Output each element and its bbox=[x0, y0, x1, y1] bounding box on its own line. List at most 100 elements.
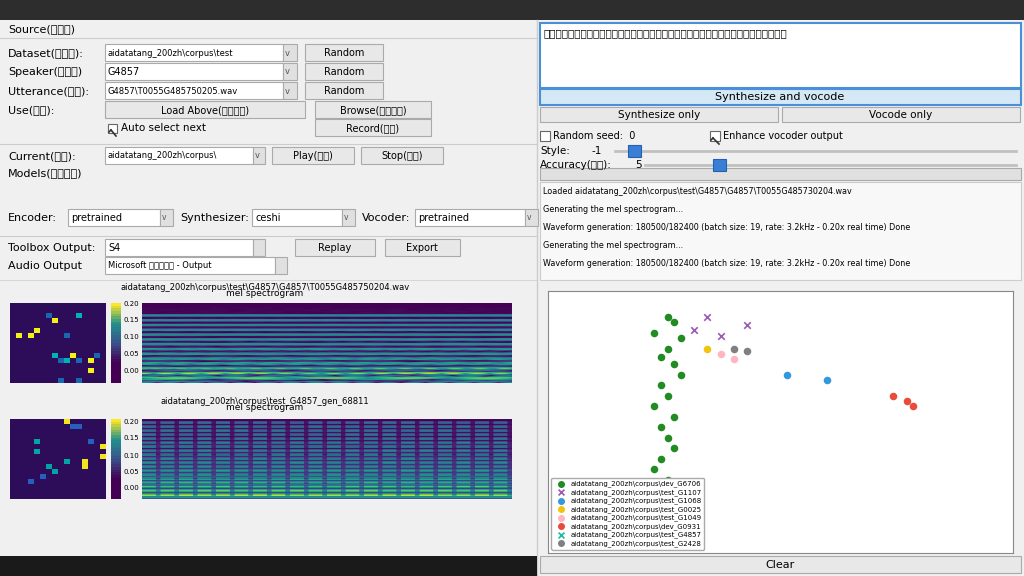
Bar bbox=[111, 377, 121, 380]
Text: aidatatang_200zh\corpus\test_G4857_gen_68811: aidatatang_200zh\corpus\test_G4857_gen_6… bbox=[161, 396, 370, 406]
aidatatang_200zh\corpus\dev_G6706 bbox=[646, 511, 663, 521]
Bar bbox=[68, 209, 160, 226]
aidatatang_200zh\corpus\dev_G6706 bbox=[646, 401, 663, 411]
aidatatang_200zh\corpus\test_G4857 bbox=[633, 509, 649, 518]
Text: 0.00: 0.00 bbox=[123, 485, 138, 491]
Bar bbox=[105, 257, 275, 274]
aidatatang_200zh\corpus\dev_G6706 bbox=[652, 381, 669, 390]
aidatatang_200zh\corpus\dev_G0931 bbox=[898, 396, 914, 406]
aidatatang_200zh\corpus\dev_G6706 bbox=[666, 318, 682, 327]
Bar bbox=[111, 483, 121, 486]
Bar bbox=[111, 367, 121, 370]
Text: Microsoft 声音映射器 - Output: Microsoft 声音映射器 - Output bbox=[108, 262, 212, 271]
Text: embedding: embedding bbox=[25, 323, 80, 333]
Text: G4857\T0055G485750205.wav: G4857\T0055G485750205.wav bbox=[108, 86, 239, 96]
Text: Dataset(数据集):: Dataset(数据集): bbox=[8, 48, 84, 58]
Text: Synthesize and vocode: Synthesize and vocode bbox=[716, 92, 845, 102]
Bar bbox=[111, 443, 121, 446]
aidatatang_200zh\corpus\test_G1049 bbox=[726, 354, 742, 363]
Bar bbox=[111, 356, 121, 359]
Bar bbox=[111, 419, 121, 422]
aidatatang_200zh\corpus\test_G1068 bbox=[779, 370, 796, 380]
Text: Audio Output: Audio Output bbox=[8, 261, 82, 271]
Text: Random: Random bbox=[324, 86, 365, 96]
Bar bbox=[305, 63, 383, 80]
Text: Speaker(说话者): Speaker(说话者) bbox=[8, 67, 82, 77]
Bar bbox=[111, 427, 121, 430]
Bar bbox=[253, 147, 265, 164]
Bar bbox=[111, 475, 121, 478]
Bar bbox=[275, 257, 287, 274]
Bar bbox=[111, 437, 121, 440]
Bar bbox=[111, 445, 121, 448]
Text: Clear: Clear bbox=[765, 559, 795, 570]
Bar bbox=[305, 44, 383, 61]
Text: aidatatang_200zh\corpus\test: aidatatang_200zh\corpus\test bbox=[108, 48, 233, 58]
Bar bbox=[111, 346, 121, 348]
Text: mel spectrogram: mel spectrogram bbox=[226, 404, 304, 412]
Bar bbox=[525, 209, 538, 226]
Bar bbox=[111, 321, 121, 324]
Bar bbox=[111, 340, 121, 343]
Text: Utterance(音频):: Utterance(音频): bbox=[8, 86, 89, 96]
aidatatang_200zh\corpus\dev_G6706 bbox=[659, 475, 676, 484]
Bar bbox=[111, 364, 121, 367]
aidatatang_200zh\corpus\test_G1107 bbox=[739, 320, 756, 329]
Text: v: v bbox=[285, 67, 290, 77]
Text: Vocode only: Vocode only bbox=[869, 109, 933, 119]
Bar bbox=[105, 147, 253, 164]
Bar bbox=[782, 107, 1020, 122]
Bar bbox=[111, 424, 121, 427]
aidatatang_200zh\corpus\dev_G6706 bbox=[652, 352, 669, 361]
Text: Accuracy(精度):: Accuracy(精度): bbox=[540, 160, 612, 170]
aidatatang_200zh\corpus\dev_G6706 bbox=[646, 535, 663, 544]
Text: v: v bbox=[162, 214, 167, 222]
Text: Replay: Replay bbox=[318, 243, 351, 253]
aidatatang_200zh\corpus\dev_G6706 bbox=[659, 344, 676, 353]
Text: Export: Export bbox=[407, 243, 438, 253]
Text: Browse(打开本地): Browse(打开本地) bbox=[340, 105, 407, 115]
Bar bbox=[111, 380, 121, 383]
aidatatang_200zh\corpus\test_G4857 bbox=[686, 535, 702, 544]
Bar bbox=[540, 23, 1021, 88]
Text: Vocoder:: Vocoder: bbox=[362, 213, 411, 223]
Bar bbox=[111, 369, 121, 372]
Text: v: v bbox=[255, 151, 260, 161]
aidatatang_200zh\corpus\test_G4857 bbox=[652, 517, 669, 526]
Text: ceshi: ceshi bbox=[255, 213, 281, 223]
aidatatang_200zh\corpus\dev_G6706 bbox=[646, 328, 663, 338]
Bar bbox=[540, 182, 1021, 280]
Text: mel spectrogram: mel spectrogram bbox=[226, 290, 304, 298]
Bar bbox=[111, 319, 121, 321]
Text: Waveform generation: 180500/182400 (batch size: 19, rate: 3.2kHz - 0.20x real ti: Waveform generation: 180500/182400 (batc… bbox=[543, 260, 910, 268]
Text: 0.15: 0.15 bbox=[123, 317, 138, 323]
Bar bbox=[0, 556, 537, 576]
aidatatang_200zh\corpus\dev_G6706 bbox=[639, 496, 655, 505]
aidatatang_200zh\corpus\dev_G6706 bbox=[652, 454, 669, 463]
Bar bbox=[111, 313, 121, 316]
Bar bbox=[283, 63, 297, 80]
Bar bbox=[540, 107, 778, 122]
Text: Random: Random bbox=[324, 48, 365, 58]
Bar bbox=[0, 0, 1024, 20]
Bar bbox=[111, 461, 121, 464]
aidatatang_200zh\corpus\test_G1107 bbox=[699, 313, 716, 322]
aidatatang_200zh\corpus\dev_G6706 bbox=[652, 423, 669, 432]
Bar bbox=[385, 239, 460, 256]
Bar bbox=[111, 348, 121, 351]
Text: v: v bbox=[285, 48, 290, 58]
Text: Stop(暂停): Stop(暂停) bbox=[381, 151, 423, 161]
Bar bbox=[111, 310, 121, 314]
aidatatang_200zh\corpus\dev_G6706 bbox=[673, 334, 689, 343]
Bar bbox=[111, 478, 121, 480]
Text: aidatatang_200zh\corpus\test\G4857\G4857\T0055G485750204.wav: aidatatang_200zh\corpus\test\G4857\G4857… bbox=[121, 282, 410, 291]
Text: 0.10: 0.10 bbox=[123, 334, 138, 340]
Bar bbox=[415, 209, 525, 226]
Text: Play(播放): Play(播放) bbox=[293, 151, 333, 161]
Text: v: v bbox=[344, 214, 348, 222]
Bar bbox=[111, 332, 121, 335]
Bar bbox=[111, 491, 121, 494]
Text: aidatatang_200zh\corpus\: aidatatang_200zh\corpus\ bbox=[108, 151, 217, 161]
Text: Style:: Style: bbox=[540, 146, 570, 156]
aidatatang_200zh\corpus\dev_G6706 bbox=[666, 412, 682, 422]
